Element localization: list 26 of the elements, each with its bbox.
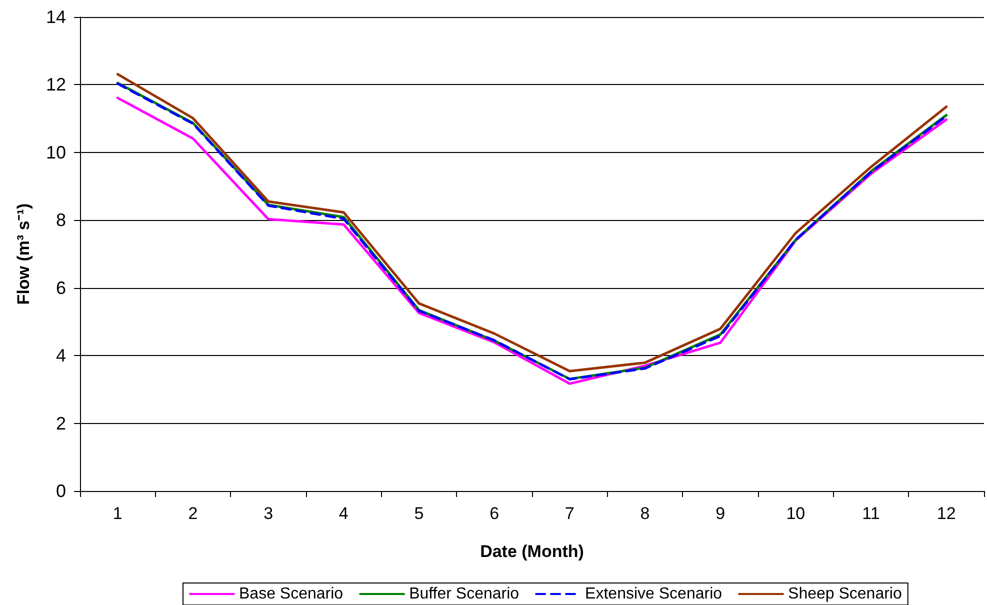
y-tick-label: 8 (56, 210, 66, 230)
y-tick-label: 6 (56, 278, 66, 298)
x-tick-label: 10 (786, 504, 806, 523)
x-tick-label: 9 (716, 504, 726, 523)
y-tick-label: 14 (46, 7, 66, 27)
legend-label: Sheep Scenario (788, 586, 902, 602)
y-tick-label: 10 (46, 142, 66, 162)
legend-label: Buffer Scenario (409, 586, 520, 602)
x-tick-label: 6 (490, 504, 500, 523)
legend-label: Base Scenario (239, 586, 344, 602)
x-axis-title: Date (Month) (480, 542, 584, 561)
y-tick-label: 4 (56, 346, 66, 366)
y-tick-label: 0 (56, 481, 66, 501)
y-axis-title: Flow (m³ s⁻¹) (14, 203, 33, 305)
x-tick-label: 8 (640, 504, 650, 523)
x-tick-label: 3 (264, 504, 274, 523)
x-tick-label: 12 (936, 504, 956, 523)
x-tick-label: 4 (338, 504, 348, 523)
x-tick-label: 11 (862, 504, 880, 523)
x-tick-label: 5 (414, 504, 424, 523)
y-tick-label: 2 (56, 413, 66, 434)
y-tick-label: 12 (46, 74, 66, 95)
x-tick-label: 7 (564, 504, 574, 523)
x-tick-label: 2 (188, 504, 198, 523)
legend-label: Extensive Scenario (585, 586, 722, 602)
x-tick-label: 1 (112, 504, 122, 523)
